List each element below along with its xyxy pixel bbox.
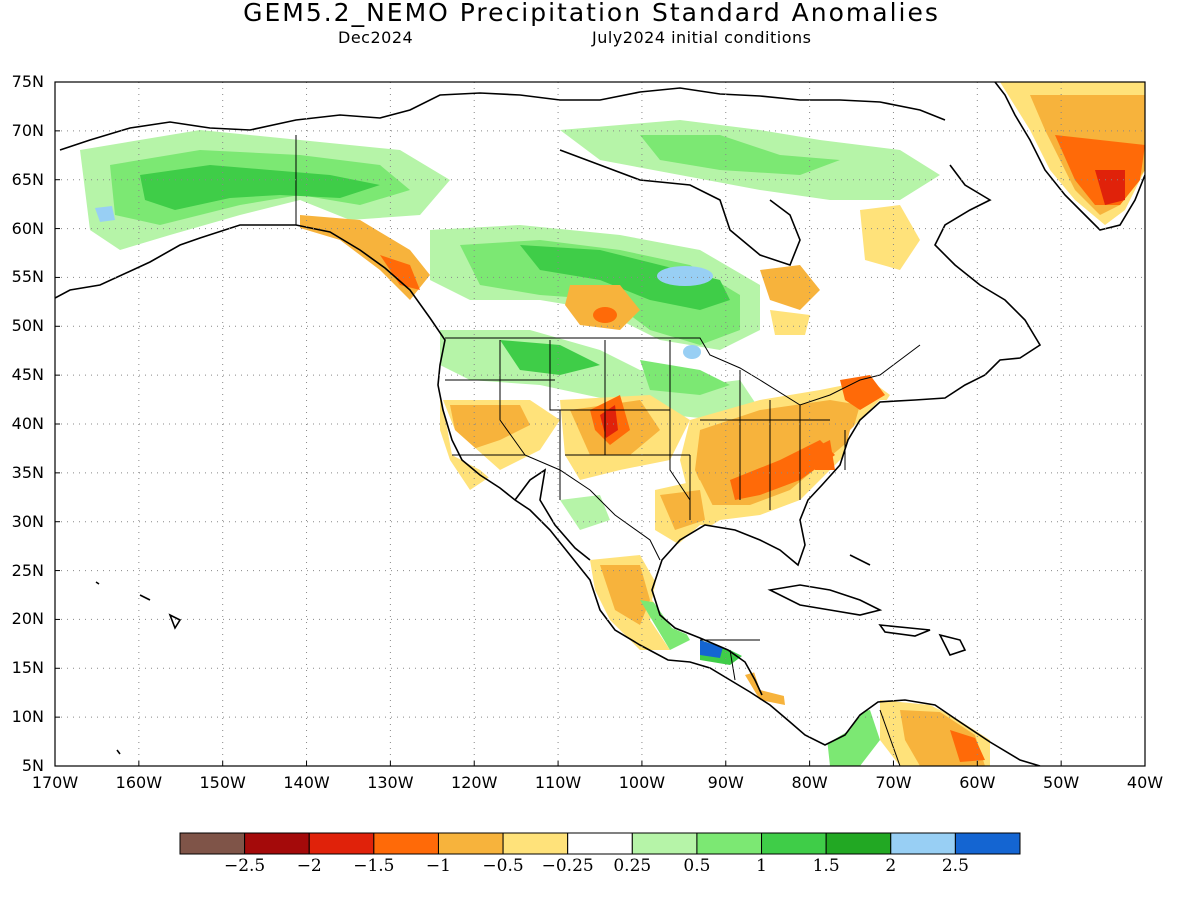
lat-label: 35N xyxy=(11,462,44,482)
colorbar-label: 1.5 xyxy=(812,856,840,876)
lon-label: 110W xyxy=(534,773,582,792)
colorbar-swatch xyxy=(179,832,246,855)
colorbar-label: −2 xyxy=(296,856,322,876)
colorbar-swatch xyxy=(890,832,956,855)
lon-label: 90W xyxy=(707,773,744,792)
lat-label: 50N xyxy=(11,316,44,336)
lat-label: 65N xyxy=(11,169,44,189)
lon-label: 60W xyxy=(959,773,996,792)
lat-label: 45N xyxy=(11,365,44,385)
lat-label: 20N xyxy=(11,609,44,629)
lon-label: 80W xyxy=(791,773,828,792)
lon-label: 150W xyxy=(199,773,246,792)
colorbar-label: −0.5 xyxy=(482,856,524,876)
graticule xyxy=(55,82,1145,766)
colorbar-swatch xyxy=(502,832,569,855)
colorbar-swatch xyxy=(373,832,439,855)
colorbar-swatch xyxy=(761,832,827,855)
colorbar-swatch xyxy=(437,832,504,855)
lat-label: 60N xyxy=(11,218,44,238)
colorbar-label: −1 xyxy=(425,856,451,876)
lon-label: 170W xyxy=(31,773,79,792)
lon-label: 40W xyxy=(1126,773,1164,792)
colorbar-label: 0.25 xyxy=(613,856,652,876)
colorbar-swatch xyxy=(954,832,1021,855)
colorbar-label: 1 xyxy=(756,856,767,876)
colorbar-swatch xyxy=(308,832,375,855)
lat-label: 5N xyxy=(21,756,44,775)
lat-label: 70N xyxy=(11,120,44,140)
lon-label: 140W xyxy=(283,773,330,792)
initial-conditions: July2024 initial conditions xyxy=(592,28,812,47)
colorbar-label: −2.5 xyxy=(223,856,266,876)
colorbar-label: 2 xyxy=(885,856,897,876)
lat-label: 55N xyxy=(11,267,44,287)
colorbar-label: 0.5 xyxy=(683,856,711,876)
colorbar-swatch xyxy=(631,832,698,855)
axis-ticks xyxy=(54,81,1146,767)
coastlines xyxy=(55,82,1145,766)
colorbar-label: 2.5 xyxy=(941,856,969,876)
land-anomaly-fill xyxy=(55,82,1145,766)
colorbar-label: −1.5 xyxy=(353,856,395,876)
map-title: GEM5.2_NEMO Precipitation Standard Anoma… xyxy=(243,0,940,27)
colorbar-label: −0.25 xyxy=(541,856,594,876)
lat-label: 15N xyxy=(11,658,44,678)
lon-label: 130W xyxy=(367,773,414,792)
political-boundaries xyxy=(295,135,921,766)
colorbar-swatch xyxy=(696,832,763,855)
lat-label: 10N xyxy=(11,707,44,727)
colorbar-swatch xyxy=(244,832,310,855)
lat-label: 75N xyxy=(11,72,44,91)
colorbar-swatch xyxy=(567,832,633,855)
lon-label: 70W xyxy=(875,773,912,792)
lon-label: 160W xyxy=(115,773,163,792)
lon-label: 120W xyxy=(451,773,498,792)
lat-label: 25N xyxy=(11,560,44,580)
lat-label: 40N xyxy=(11,414,44,433)
colorbar-swatch xyxy=(825,832,892,855)
lon-label: 50W xyxy=(1043,773,1080,792)
lon-label: 100W xyxy=(618,773,666,792)
forecast-month: Dec2024 xyxy=(338,28,414,47)
lat-label: 30N xyxy=(11,511,44,531)
colorbar xyxy=(179,832,1021,855)
